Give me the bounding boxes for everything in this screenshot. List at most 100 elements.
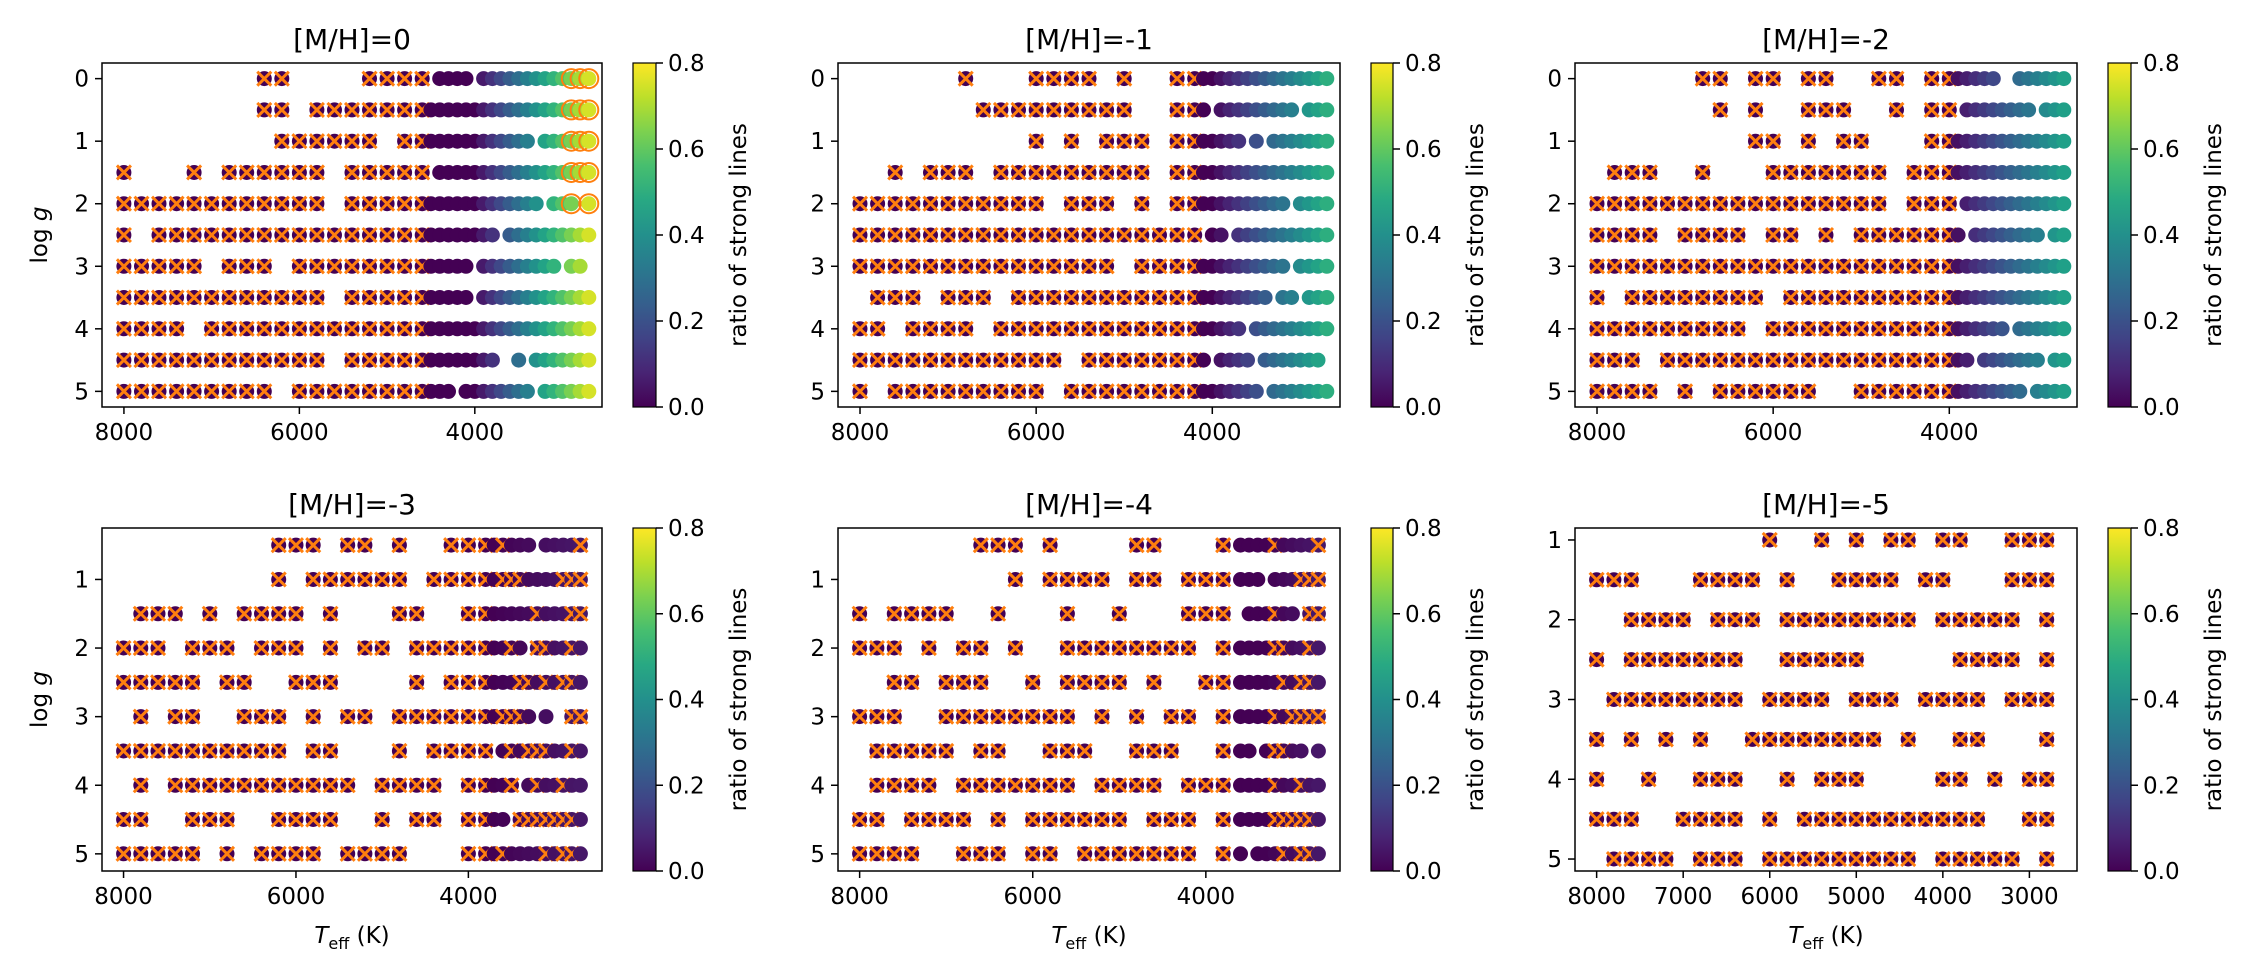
cross-marker xyxy=(287,811,305,828)
cross-marker xyxy=(972,742,989,760)
y-tick-label: 2 xyxy=(74,192,89,218)
data-point xyxy=(2056,383,2072,399)
cross-marker xyxy=(869,258,886,275)
data-point xyxy=(572,777,588,793)
cross-marker xyxy=(256,226,273,244)
cross-marker xyxy=(1835,289,1852,306)
cross-marker xyxy=(1010,226,1027,244)
cross-marker xyxy=(396,289,413,306)
cross-marker xyxy=(1624,258,1641,275)
x-tick-label: 6000 xyxy=(267,884,326,910)
x-axis-label: Teff (K) xyxy=(314,923,389,953)
cross-marker xyxy=(322,571,339,588)
cross-marker xyxy=(408,708,425,725)
data-point xyxy=(1319,321,1335,337)
cross-marker xyxy=(1986,611,2003,628)
cross-marker xyxy=(992,352,1009,369)
cross-marker xyxy=(1888,352,1905,369)
cross-marker xyxy=(1906,352,1923,369)
data-point xyxy=(572,812,588,827)
data-point xyxy=(1310,674,1326,690)
cross-marker xyxy=(1692,771,1709,788)
cross-marker xyxy=(1888,226,1905,244)
cross-marker xyxy=(1606,258,1623,275)
cross-marker xyxy=(203,195,220,212)
cross-marker xyxy=(133,289,150,306)
cross-marker xyxy=(1800,289,1817,306)
cross-marker xyxy=(1063,258,1080,275)
cross-marker xyxy=(887,258,904,275)
x-tick-label: 4000 xyxy=(446,420,505,446)
cross-marker xyxy=(1709,811,1726,828)
cross-marker xyxy=(133,383,150,400)
ring-marker xyxy=(578,130,600,152)
cross-marker xyxy=(339,571,356,588)
cross-marker xyxy=(869,226,886,244)
cross-marker xyxy=(133,195,150,212)
data-point xyxy=(528,196,544,212)
cross-marker xyxy=(851,639,868,657)
colorbar-tick-label: 0.8 xyxy=(668,51,705,77)
cross-marker xyxy=(868,845,886,862)
cross-marker xyxy=(1640,651,1657,668)
cross-marker xyxy=(1588,195,1606,212)
cross-marker xyxy=(443,742,460,760)
cross-marker xyxy=(115,164,132,181)
cross-marker xyxy=(1007,639,1024,657)
cross-marker xyxy=(972,639,989,657)
cross-marker xyxy=(1010,289,1027,306)
cross-marker xyxy=(1010,101,1027,118)
cross-marker xyxy=(343,164,361,181)
cross-marker xyxy=(1906,226,1923,244)
data-point xyxy=(1319,133,1335,149)
cross-marker xyxy=(1906,320,1923,337)
cross-marker xyxy=(2004,571,2021,588)
cross-marker xyxy=(1888,70,1905,87)
cross-marker xyxy=(1870,164,1887,181)
cross-marker xyxy=(1765,195,1782,212)
data-point xyxy=(1994,321,2010,337)
cross-marker xyxy=(1588,571,1605,588)
cross-marker xyxy=(1747,352,1764,369)
cross-marker xyxy=(886,639,903,657)
cross-marker xyxy=(1028,226,1045,244)
colorbar-tick-label: 0.4 xyxy=(668,223,705,249)
cross-marker xyxy=(1111,811,1128,828)
ring-marker xyxy=(560,193,582,215)
cross-marker xyxy=(305,674,322,691)
cross-marker xyxy=(1729,258,1746,275)
cross-marker xyxy=(1624,383,1641,400)
cross-marker xyxy=(1588,258,1606,275)
cross-marker xyxy=(1694,289,1711,306)
cross-marker xyxy=(443,537,460,554)
cross-marker xyxy=(1888,320,1905,337)
cross-marker xyxy=(1870,70,1887,87)
cross-marker xyxy=(1606,320,1623,337)
cross-marker xyxy=(1169,289,1186,306)
data-point xyxy=(1257,290,1273,305)
cross-marker xyxy=(1098,289,1115,306)
cross-marker xyxy=(1694,226,1711,244)
cross-marker xyxy=(238,352,255,369)
data-point xyxy=(2056,196,2072,212)
cross-marker xyxy=(1800,320,1817,337)
cross-marker xyxy=(308,164,325,181)
cross-marker xyxy=(1028,195,1045,212)
cross-marker xyxy=(1813,771,1830,788)
cross-marker xyxy=(1197,571,1214,588)
cross-marker xyxy=(361,70,378,87)
cross-marker xyxy=(1800,383,1817,400)
cross-marker xyxy=(1641,383,1658,400)
cross-marker xyxy=(1076,742,1093,760)
cross-marker xyxy=(1623,850,1640,868)
cross-marker xyxy=(1796,850,1813,868)
cross-marker xyxy=(253,742,270,760)
cross-marker xyxy=(1007,777,1024,794)
cross-marker xyxy=(374,777,391,794)
cross-marker xyxy=(221,226,238,244)
cross-marker xyxy=(1923,383,1940,400)
y-tick-label: 3 xyxy=(810,705,825,731)
cross-marker xyxy=(1923,320,1940,337)
cross-marker xyxy=(361,133,378,150)
cross-marker xyxy=(391,777,408,794)
